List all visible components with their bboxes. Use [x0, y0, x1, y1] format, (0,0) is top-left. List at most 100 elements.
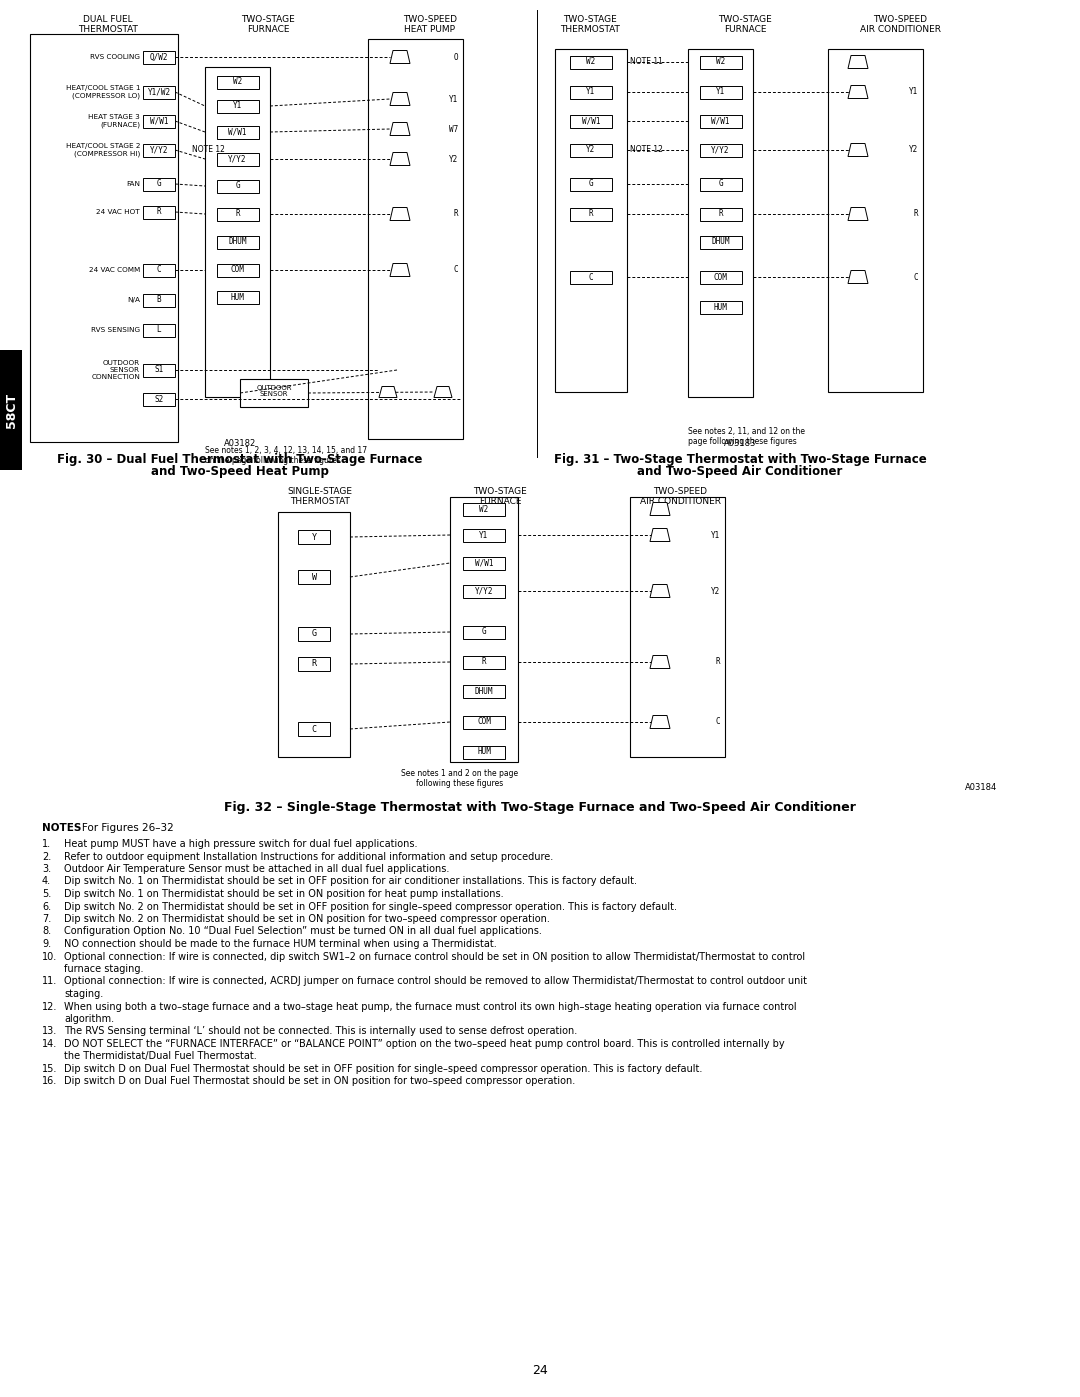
- Bar: [570, 144, 612, 156]
- Text: R: R: [311, 659, 316, 669]
- Bar: [570, 85, 612, 99]
- Text: Dip switch No. 1 on Thermidistat should be set in ON position for heat pump inst: Dip switch No. 1 on Thermidistat should …: [64, 888, 503, 900]
- Text: NOTE 12: NOTE 12: [630, 145, 663, 155]
- Text: the Thermidistat/Dual Fuel Thermostat.: the Thermidistat/Dual Fuel Thermostat.: [64, 1052, 257, 1062]
- Text: 7.: 7.: [42, 914, 51, 923]
- Text: Y1: Y1: [711, 531, 720, 539]
- Polygon shape: [379, 387, 397, 398]
- Text: S2: S2: [154, 394, 164, 404]
- Text: Optional connection: If wire is connected, ACRDJ jumper on furnace control shoul: Optional connection: If wire is connecte…: [64, 977, 807, 986]
- Bar: [143, 324, 175, 337]
- Text: A03183: A03183: [724, 439, 756, 448]
- Bar: [143, 50, 175, 63]
- Text: TWO-SPEED
HEAT PUMP: TWO-SPEED HEAT PUMP: [403, 15, 457, 35]
- Polygon shape: [650, 655, 670, 669]
- Text: Y: Y: [311, 532, 316, 542]
- Text: RVS SENSING: RVS SENSING: [91, 327, 140, 332]
- Text: G: G: [235, 182, 240, 190]
- Bar: [700, 144, 742, 156]
- Text: Dip switch D on Dual Fuel Thermostat should be set in OFF position for single–sp: Dip switch D on Dual Fuel Thermostat sho…: [64, 1065, 702, 1074]
- Text: 13.: 13.: [42, 1027, 57, 1037]
- Text: staging.: staging.: [64, 989, 104, 999]
- Text: OUTDOOR
SENSOR: OUTDOOR SENSOR: [256, 384, 292, 398]
- Text: C: C: [589, 272, 593, 282]
- Bar: [700, 236, 742, 249]
- Bar: [570, 177, 612, 190]
- Text: A03182: A03182: [224, 439, 256, 448]
- Bar: [463, 746, 505, 759]
- Text: algorithm.: algorithm.: [64, 1014, 114, 1024]
- Text: and Two-Speed Air Conditioner: and Two-Speed Air Conditioner: [637, 465, 842, 478]
- Text: See notes 1, 2, 3, 4, 12, 13, 14, 15, and 17
on the page following these figures: See notes 1, 2, 3, 4, 12, 13, 14, 15, an…: [205, 446, 367, 465]
- Text: COM: COM: [477, 718, 491, 726]
- Text: 10.: 10.: [42, 951, 57, 961]
- Polygon shape: [848, 144, 868, 156]
- Text: and Two-Speed Heat Pump: and Two-Speed Heat Pump: [151, 465, 329, 478]
- Bar: [463, 685, 505, 697]
- Text: Y2: Y2: [449, 155, 458, 163]
- Text: Y2: Y2: [586, 145, 596, 155]
- Text: TWO-STAGE
FURNACE: TWO-STAGE FURNACE: [718, 15, 772, 35]
- Bar: [700, 56, 742, 68]
- Text: Y1: Y1: [908, 88, 918, 96]
- Text: TWO-STAGE
THERMOSTAT: TWO-STAGE THERMOSTAT: [561, 15, 620, 35]
- Polygon shape: [848, 208, 868, 221]
- Text: 2.: 2.: [42, 852, 51, 862]
- Bar: [828, 49, 923, 393]
- Text: C: C: [311, 725, 316, 733]
- Text: Dip switch No. 1 on Thermidistat should be set in OFF position for air condition: Dip switch No. 1 on Thermidistat should …: [64, 876, 637, 887]
- Text: W/W1: W/W1: [475, 559, 494, 567]
- Text: W/W1: W/W1: [582, 116, 600, 126]
- Text: 24 VAC HOT: 24 VAC HOT: [96, 210, 140, 215]
- Text: NOTE 12: NOTE 12: [192, 145, 225, 155]
- Bar: [463, 626, 505, 638]
- Bar: [143, 205, 175, 218]
- Text: Y/Y2: Y/Y2: [228, 155, 246, 163]
- Polygon shape: [650, 528, 670, 542]
- Text: Y1: Y1: [480, 531, 488, 539]
- Text: Y1: Y1: [449, 95, 458, 103]
- Text: DO NOT SELECT the “FURNACE INTERFACE” or “BALANCE POINT” option on the two–speed: DO NOT SELECT the “FURNACE INTERFACE” or…: [64, 1039, 785, 1049]
- Polygon shape: [390, 92, 410, 106]
- Text: Y1/W2: Y1/W2: [148, 88, 171, 96]
- Bar: [463, 503, 505, 515]
- Text: Fig. 30 – Dual Fuel Thermostat with Two-Stage Furnace: Fig. 30 – Dual Fuel Thermostat with Two-…: [57, 453, 422, 467]
- Text: 4.: 4.: [42, 876, 51, 887]
- Text: N/A: N/A: [127, 298, 140, 303]
- Text: R: R: [715, 658, 720, 666]
- Bar: [700, 85, 742, 99]
- Bar: [570, 271, 612, 284]
- Polygon shape: [848, 271, 868, 284]
- Bar: [700, 208, 742, 221]
- Text: 5.: 5.: [42, 888, 51, 900]
- Text: Fig. 31 – Two-Stage Thermostat with Two-Stage Furnace: Fig. 31 – Two-Stage Thermostat with Two-…: [554, 453, 927, 467]
- Text: R: R: [157, 208, 161, 217]
- Bar: [216, 126, 258, 138]
- Bar: [30, 34, 178, 441]
- Text: R: R: [589, 210, 593, 218]
- Text: G: G: [589, 179, 593, 189]
- Bar: [700, 115, 742, 127]
- Bar: [688, 49, 753, 397]
- Bar: [570, 208, 612, 221]
- Text: DHUM: DHUM: [475, 686, 494, 696]
- Text: L: L: [157, 326, 161, 334]
- Polygon shape: [390, 152, 410, 165]
- Bar: [570, 115, 612, 127]
- Text: W/W1: W/W1: [228, 127, 246, 137]
- Bar: [463, 715, 505, 728]
- Polygon shape: [650, 584, 670, 598]
- Text: W7: W7: [449, 124, 458, 134]
- Bar: [463, 528, 505, 542]
- Text: C: C: [715, 718, 720, 726]
- Text: DHUM: DHUM: [712, 237, 730, 246]
- Bar: [368, 39, 463, 439]
- Polygon shape: [390, 123, 410, 136]
- Bar: [216, 152, 258, 165]
- Text: C: C: [914, 272, 918, 282]
- Text: Dip switch D on Dual Fuel Thermostat should be set in ON position for two–speed : Dip switch D on Dual Fuel Thermostat sho…: [64, 1077, 576, 1087]
- Text: W2: W2: [586, 57, 596, 67]
- Text: See notes 1 and 2 on the page
following these figures: See notes 1 and 2 on the page following …: [402, 768, 518, 788]
- Text: 11.: 11.: [42, 977, 57, 986]
- Text: 16.: 16.: [42, 1077, 57, 1087]
